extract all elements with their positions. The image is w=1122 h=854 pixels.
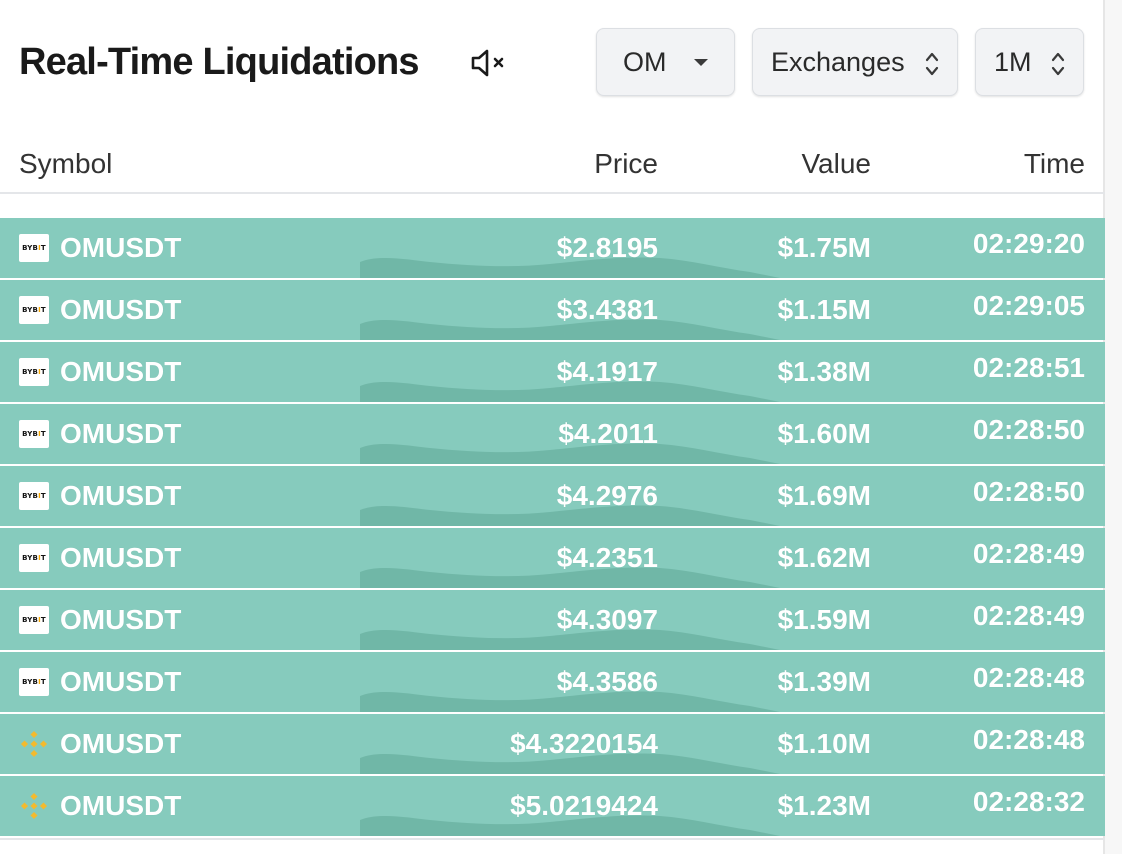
row-background-decoration <box>360 319 780 340</box>
table-row[interactable]: BYB I T OMUSDT $4.1917 $1.38M 02:28:51 <box>0 342 1105 402</box>
panel-header: Real-Time Liquidations OM Exchanges 1M <box>19 28 1084 98</box>
page-title: Real-Time Liquidations <box>19 41 420 83</box>
row-symbol: OMUSDT <box>60 418 182 449</box>
row-value: $1.60M <box>777 418 871 449</box>
bybit-logo-icon: BYB I T <box>19 668 49 696</box>
bybit-logo-icon: BYB I T <box>19 420 49 448</box>
table-row[interactable]: BYB I T OMUSDT $4.3586 $1.39M 02:28:48 <box>0 652 1105 712</box>
row-time: 02:29:20 <box>972 228 1085 259</box>
row-value: $1.62M <box>777 542 871 573</box>
row-symbol: OMUSDT <box>60 294 182 325</box>
row-time: 02:28:50 <box>972 476 1085 507</box>
row-background-decoration <box>360 443 780 464</box>
interval-select[interactable]: 1M <box>975 28 1084 96</box>
divider <box>0 838 1105 840</box>
row-value: $1.38M <box>777 356 871 387</box>
row-background-decoration <box>360 257 780 278</box>
row-price: $4.2976 <box>556 480 658 511</box>
row-value: $1.23M <box>777 790 871 821</box>
row-background-decoration <box>360 815 780 836</box>
row-background-decoration <box>360 629 780 650</box>
scrollbar-track[interactable] <box>1105 0 1122 854</box>
binance-logo-icon <box>19 730 49 758</box>
coin-select-value: OM <box>623 46 667 77</box>
row-symbol: OMUSDT <box>60 542 182 573</box>
row-price: $4.2351 <box>556 542 658 573</box>
row-price: $4.3097 <box>556 604 658 635</box>
row-background-decoration <box>360 691 780 712</box>
row-price: $4.3220154 <box>510 728 658 759</box>
exchange-select-value: Exchanges <box>771 46 905 77</box>
row-symbol: OMUSDT <box>60 480 182 511</box>
column-header-symbol: Symbol <box>19 148 113 179</box>
binance-logo-icon <box>19 792 49 820</box>
row-symbol: OMUSDT <box>60 666 182 697</box>
row-value: $1.15M <box>777 294 871 325</box>
interval-select-value: 1M <box>994 46 1032 77</box>
row-symbol: OMUSDT <box>60 790 182 821</box>
row-background-decoration <box>360 753 780 774</box>
table-row[interactable]: BYB I T OMUSDT $4.3097 $1.59M 02:28:49 <box>0 590 1105 650</box>
row-time: 02:28:48 <box>972 662 1085 693</box>
bybit-logo-icon: BYB I T <box>19 234 49 262</box>
bybit-logo-icon: BYB I T <box>19 544 49 572</box>
column-header-time: Time <box>1023 148 1085 179</box>
caret-down-icon <box>694 59 708 66</box>
bybit-logo-icon: BYB I T <box>19 606 49 634</box>
exchange-select[interactable]: Exchanges <box>752 28 958 96</box>
table-row[interactable]: BYB I T OMUSDT $2.8195 $1.75M 02:29:20 <box>0 218 1105 278</box>
bybit-logo-icon: BYB I T <box>19 358 49 386</box>
table-row[interactable]: BYB I T OMUSDT $4.2976 $1.69M 02:28:50 <box>0 466 1105 526</box>
bybit-logo-icon: BYB I T <box>19 482 49 510</box>
row-price: $4.1917 <box>556 356 658 387</box>
row-value: $1.59M <box>777 604 871 635</box>
column-header-value: Value <box>801 148 871 179</box>
row-value: $1.10M <box>777 728 871 759</box>
row-time: 02:28:48 <box>972 724 1085 755</box>
row-time: 02:28:50 <box>972 414 1085 445</box>
row-symbol: OMUSDT <box>60 232 182 263</box>
row-time: 02:28:49 <box>972 538 1085 569</box>
speaker-muted-icon[interactable] <box>469 46 509 80</box>
table-header: Symbol Price Value Time <box>0 140 1105 194</box>
chevron-up-down-icon <box>925 52 939 76</box>
row-time: 02:28:51 <box>972 352 1085 383</box>
row-background-decoration <box>360 381 780 402</box>
row-price: $4.2011 <box>558 418 658 449</box>
table-row[interactable]: BYB I T OMUSDT $3.4381 $1.15M 02:29:05 <box>0 280 1105 340</box>
bybit-logo-icon: BYB I T <box>19 296 49 324</box>
row-background-decoration <box>360 567 780 588</box>
table-row[interactable]: OMUSDT $4.3220154 $1.10M 02:28:48 <box>0 714 1105 774</box>
row-background-decoration <box>360 505 780 526</box>
row-value: $1.75M <box>777 232 871 263</box>
row-value: $1.39M <box>777 666 871 697</box>
row-price: $4.3586 <box>556 666 658 697</box>
row-price: $3.4381 <box>556 294 658 325</box>
row-price: $2.8195 <box>556 232 658 263</box>
column-header-price: Price <box>594 148 658 179</box>
liquidation-list: BYB I T OMUSDT $2.8195 $1.75M 02:29:20 BYB I T OMU… <box>0 218 1105 838</box>
row-time: 02:28:32 <box>972 786 1085 817</box>
row-time: 02:28:49 <box>972 600 1085 631</box>
coin-select[interactable]: OM <box>596 28 735 96</box>
row-value: $1.69M <box>777 480 871 511</box>
table-row[interactable]: BYB I T OMUSDT $4.2351 $1.62M 02:28:49 <box>0 528 1105 588</box>
row-time: 02:29:05 <box>972 290 1085 321</box>
row-symbol: OMUSDT <box>60 604 182 635</box>
chevron-up-down-icon <box>1051 52 1065 76</box>
row-price: $5.0219424 <box>510 790 658 821</box>
row-symbol: OMUSDT <box>60 356 182 387</box>
row-symbol: OMUSDT <box>60 728 182 759</box>
table-row[interactable]: OMUSDT $5.0219424 $1.23M 02:28:32 <box>0 776 1105 836</box>
table-row[interactable]: BYB I T OMUSDT $4.2011 $1.60M 02:28:50 <box>0 404 1105 464</box>
